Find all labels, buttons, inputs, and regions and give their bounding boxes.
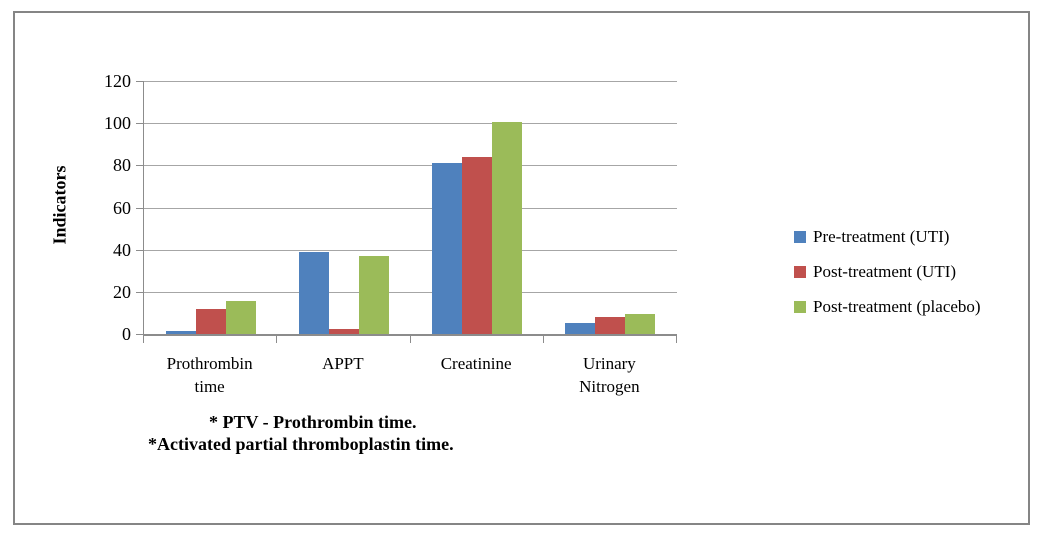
gridline-80 xyxy=(144,165,677,167)
legend: Pre-treatment (UTI) Post-treatment (UTI) P… xyxy=(794,219,981,324)
gridline-120 xyxy=(144,81,677,82)
legend-marker-icon xyxy=(794,265,806,278)
x-category-label-line: APPT xyxy=(322,354,364,373)
bar-appt-series-2 xyxy=(358,256,389,334)
y-tick-mark-80 xyxy=(136,165,144,167)
y-tick-mark-0 xyxy=(136,334,144,335)
bar-urinary-nitrogen-series-1 xyxy=(595,317,626,334)
x-tick-mark-4 xyxy=(676,336,677,343)
x-category-label-line: Urinary xyxy=(582,354,636,373)
x-tick-mark-3 xyxy=(542,336,544,343)
y-tick-mark-120 xyxy=(136,81,144,82)
bar-prothrombin-time-series-2 xyxy=(225,301,256,334)
x-category-label-appt: APPT xyxy=(276,352,409,375)
y-tick-label-80: 80 xyxy=(113,155,131,176)
gridline-60 xyxy=(144,207,677,209)
gridline-20 xyxy=(144,291,677,293)
legend-label: Pre-treatment (UTI) xyxy=(813,226,950,246)
bar-appt-series-0 xyxy=(298,251,329,334)
bar-urinary-nitrogen-series-0 xyxy=(565,323,596,334)
y-tick-mark-40 xyxy=(136,249,144,251)
legend-label: Post-treatment (placebo) xyxy=(813,296,981,316)
bar-creatinine-series-2 xyxy=(492,122,523,334)
x-category-label-line: time xyxy=(194,377,225,396)
x-category-label-line: Prothrombin xyxy=(166,354,253,373)
y-tick-mark-100 xyxy=(136,123,144,125)
footnote-line-1: * PTV - Prothrombin time. xyxy=(209,412,417,432)
bar-appt-series-1 xyxy=(328,328,359,334)
x-category-label-prothrombin-time: Prothrombin time xyxy=(143,352,276,398)
legend-label: Post-treatment (UTI) xyxy=(813,261,957,281)
x-tick-mark-2 xyxy=(409,336,411,343)
gridline-100 xyxy=(144,123,677,125)
y-tick-label-100: 100 xyxy=(104,113,131,134)
x-category-label-creatinine: Creatinine xyxy=(410,352,543,375)
y-tick-label-120: 120 xyxy=(104,71,131,91)
bar-prothrombin-time-series-1 xyxy=(195,308,226,334)
y-tick-mark-20 xyxy=(136,291,144,293)
bar-urinary-nitrogen-series-2 xyxy=(625,313,656,334)
gridline-40 xyxy=(144,249,677,251)
y-tick-mark-60 xyxy=(136,207,144,209)
legend-marker-icon xyxy=(794,230,806,243)
x-category-label-line: Creatinine xyxy=(440,354,512,373)
footnote-line-2: *Activated partial thromboplastin time. xyxy=(148,434,454,454)
plot-area xyxy=(143,81,677,336)
legend-item-0: Pre-treatment (UTI) xyxy=(794,219,981,254)
bar-prothrombin-time-series-0 xyxy=(165,330,196,334)
x-category-label-line: Nitrogen xyxy=(579,377,640,396)
legend-item-1: Post-treatment (UTI) xyxy=(794,254,981,289)
bar-creatinine-series-1 xyxy=(462,156,493,334)
x-category-label-urinary-nitrogen: Urinary Nitrogen xyxy=(543,352,676,398)
legend-marker-icon xyxy=(794,300,806,313)
bar-creatinine-series-0 xyxy=(432,163,463,334)
legend-item-2: Post-treatment (placebo) xyxy=(794,289,981,324)
y-tick-label-40: 40 xyxy=(113,239,131,260)
y-tick-label-20: 20 xyxy=(113,281,131,302)
y-tick-label-0: 0 xyxy=(122,324,131,344)
y-tick-label-60: 60 xyxy=(113,197,131,218)
x-tick-mark-1 xyxy=(276,336,278,343)
x-tick-mark-0 xyxy=(143,336,144,343)
